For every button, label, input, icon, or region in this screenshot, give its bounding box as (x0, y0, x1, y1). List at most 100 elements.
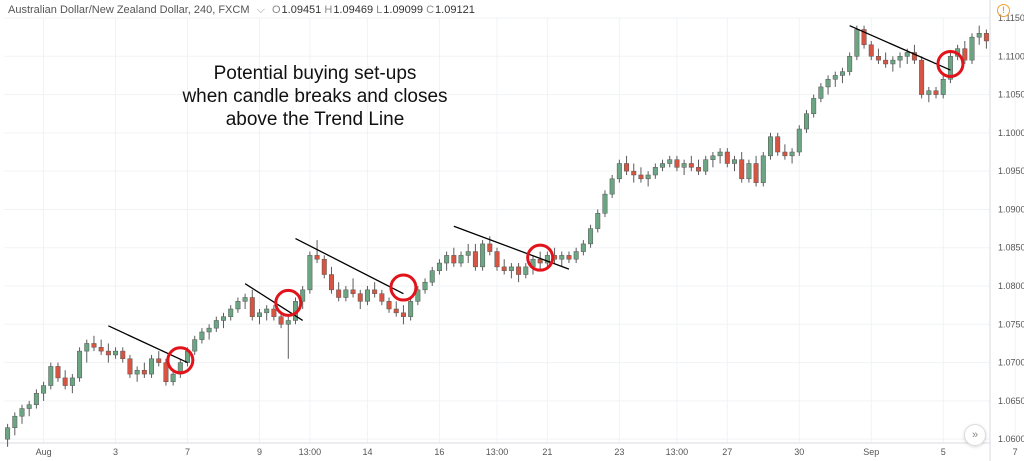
candle-body (645, 174, 651, 180)
candle-body (364, 289, 370, 302)
time-tick-label: 14 (362, 447, 372, 457)
price-tick-label: 1.06000 (998, 434, 1024, 444)
ohlc-close: C1.09121 (426, 4, 475, 16)
candle-body (652, 167, 658, 176)
candle-body (573, 251, 579, 260)
candle-body (753, 163, 759, 183)
candle-body (919, 59, 925, 95)
candle-body (940, 79, 946, 95)
candle-body (688, 163, 694, 168)
double-chevron-right-icon[interactable]: » (964, 424, 986, 446)
chevron-down-icon[interactable]: ⌵ (256, 4, 265, 16)
candle-body (444, 255, 450, 264)
candle-body (120, 350, 126, 360)
candle-body (257, 312, 262, 317)
candle-body (127, 358, 133, 375)
candle-body (818, 86, 824, 99)
time-tick-label: 13:00 (486, 447, 509, 457)
candle-body (55, 366, 61, 379)
candle-body (228, 308, 234, 317)
candle-body (976, 33, 982, 38)
candle-body (19, 408, 25, 417)
candle-body (861, 29, 867, 46)
candle-body (33, 392, 39, 405)
candle-body (825, 79, 831, 88)
candle-body (480, 243, 486, 268)
candle-body (854, 29, 860, 57)
candle-body (516, 266, 522, 275)
candle-body (674, 159, 680, 168)
candle-body (379, 293, 385, 302)
candle-body (803, 113, 809, 130)
candle-body (285, 320, 291, 325)
candle-body (782, 151, 788, 157)
candle-body (609, 178, 615, 195)
time-tick-label: 13:00 (666, 447, 689, 457)
time-tick-label: 3 (113, 447, 118, 457)
trend-line (453, 225, 570, 270)
symbol-title[interactable]: Australian Dollar/New Zealand Dollar, 24… (8, 4, 250, 16)
candle-body (832, 75, 838, 80)
candle-body (48, 366, 54, 386)
candle-body (839, 71, 845, 76)
candle-body (616, 163, 622, 180)
price-tick-label: 1.08500 (998, 243, 1024, 253)
time-tick-label: Aug (36, 447, 52, 457)
candle-body (487, 243, 493, 252)
price-tick-label: 1.07500 (998, 319, 1024, 329)
candle-body (595, 213, 601, 229)
candle-body (472, 251, 478, 268)
candle-body (163, 362, 169, 382)
candle-body (580, 243, 586, 252)
candle-body (264, 308, 270, 314)
candle-body (624, 163, 630, 172)
time-tick-label: 16 (434, 447, 444, 457)
ohlc-low: L1.09099 (376, 4, 424, 16)
candle-body (602, 193, 608, 214)
candle-body (336, 289, 342, 298)
time-tick-label: 5 (941, 447, 946, 457)
candle-body (875, 56, 881, 61)
candle-body (300, 289, 306, 302)
candle-body (321, 258, 327, 275)
alert-icon[interactable]: ! (997, 4, 1010, 17)
candle-body (883, 59, 889, 65)
candle-body (911, 52, 917, 61)
candle-body (141, 370, 147, 375)
trend-line (849, 25, 951, 71)
candle-body (724, 151, 730, 164)
price-tick-label: 1.10000 (998, 128, 1024, 138)
candle-body (69, 377, 75, 386)
candle-body (660, 163, 666, 168)
candle-body (696, 167, 701, 172)
candle-body (739, 159, 745, 180)
candle-body (933, 90, 939, 95)
time-tick-label: 27 (722, 447, 732, 457)
candle-body (91, 343, 97, 348)
candle-body (796, 128, 802, 153)
breakout-circle (166, 346, 195, 375)
time-tick-label: Sep (863, 447, 879, 457)
candle-body (314, 255, 320, 260)
candle-body (811, 98, 817, 114)
candle-body (199, 331, 205, 340)
candle-body (703, 159, 709, 172)
breakout-circle (274, 288, 303, 317)
candle-body (113, 350, 119, 356)
candle-body (638, 174, 644, 180)
candle-body (357, 293, 363, 302)
ohlc-high: H1.09469 (324, 4, 374, 16)
candle-body (41, 385, 47, 394)
candle-body (149, 358, 155, 375)
time-tick-label: 23 (614, 447, 624, 457)
candle-body (847, 56, 853, 72)
candle-body (494, 251, 500, 268)
candle-body (588, 228, 594, 245)
candle-body (170, 373, 176, 382)
candle-body (271, 308, 277, 317)
price-tick-label: 1.06500 (998, 396, 1024, 406)
candle-body (235, 301, 241, 310)
candle-body (105, 350, 111, 356)
time-tick-label: 21 (542, 447, 552, 457)
